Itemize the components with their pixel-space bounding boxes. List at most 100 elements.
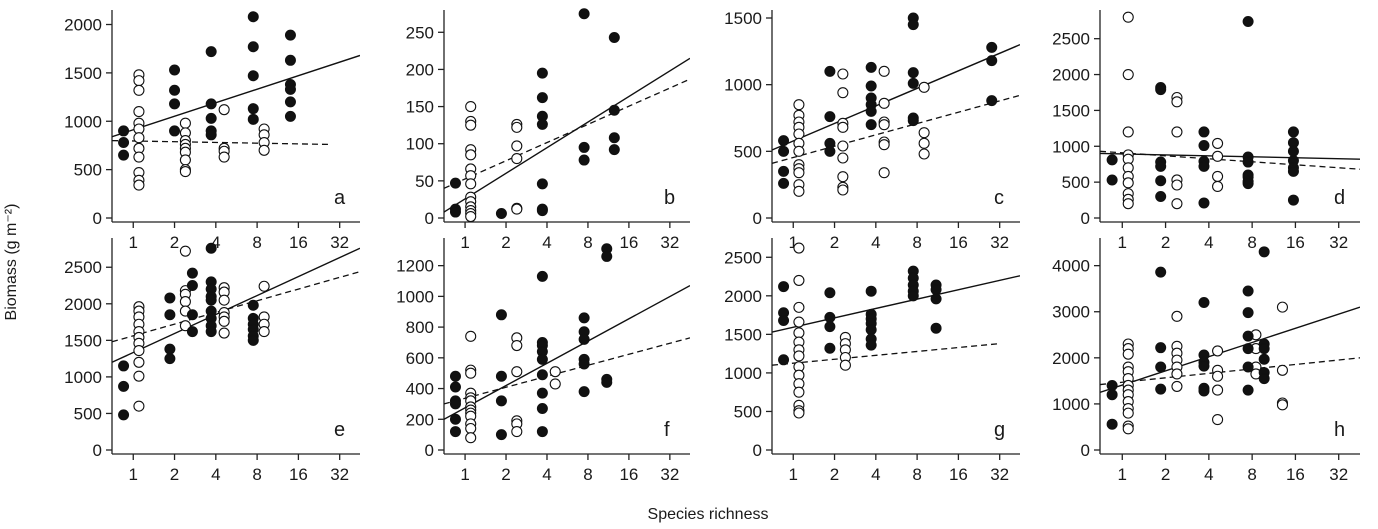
point-filled — [865, 105, 877, 117]
point-filled — [986, 55, 998, 67]
point-open — [511, 153, 523, 165]
point-filled — [1242, 384, 1254, 396]
point-open — [179, 154, 191, 166]
point-filled — [284, 83, 296, 95]
y-tick-label: 800 — [406, 318, 434, 337]
point-open — [133, 106, 145, 118]
point-filled — [778, 177, 790, 189]
panel-letter: e — [334, 419, 345, 441]
point-filled — [1198, 297, 1210, 309]
point-filled — [865, 285, 877, 297]
point-filled — [865, 324, 877, 336]
y-tick-label: 2000 — [64, 295, 102, 314]
x-tick-label: 32 — [660, 233, 679, 252]
y-tick-label: 0 — [753, 209, 762, 228]
point-filled — [536, 426, 548, 438]
point-filled — [824, 321, 836, 333]
point-filled — [118, 125, 130, 137]
x-tick-label: 4 — [542, 465, 551, 484]
point-filled — [449, 370, 461, 382]
point-filled — [824, 111, 836, 123]
point-open — [1122, 69, 1134, 81]
x-tick-label: 4 — [1204, 465, 1213, 484]
point-filled — [1106, 379, 1118, 391]
x-tick-label: 4 — [871, 233, 880, 252]
y-tick-label: 1500 — [64, 64, 102, 83]
point-open — [511, 339, 523, 352]
x-tick-label: 1 — [1118, 465, 1127, 484]
x-tick-label: 8 — [583, 233, 592, 252]
point-filled — [608, 31, 620, 43]
point-filled — [164, 292, 176, 304]
point-filled — [1155, 190, 1167, 202]
point-filled — [495, 395, 507, 407]
point-filled — [495, 429, 507, 441]
point-open — [918, 127, 930, 139]
point-open — [793, 145, 805, 157]
x-tick-label: 1 — [129, 233, 138, 252]
y-tick-label: 1000 — [64, 112, 102, 131]
point-filled — [986, 95, 998, 107]
point-filled — [118, 360, 130, 372]
point-filled — [247, 70, 259, 82]
y-tick-label: 1500 — [1052, 101, 1090, 120]
y-tick-label: 600 — [406, 349, 434, 368]
fit-line-dashed — [444, 337, 690, 405]
x-tick-label: 16 — [289, 465, 308, 484]
point-filled — [1106, 418, 1118, 430]
point-filled — [986, 41, 998, 53]
y-tick-label: 0 — [1081, 209, 1090, 228]
y-tick-label: 1000 — [396, 287, 434, 306]
point-open — [465, 432, 477, 444]
point-filled — [169, 98, 181, 110]
point-open — [218, 327, 230, 339]
x-tick-label: 2 — [830, 465, 839, 484]
point-filled — [449, 413, 461, 425]
point-filled — [536, 353, 548, 365]
point-filled — [247, 334, 259, 346]
point-filled — [169, 64, 181, 76]
point-filled — [205, 112, 217, 124]
fit-line-solid — [444, 285, 690, 420]
point-open — [179, 166, 191, 178]
x-tick-label: 1 — [460, 233, 469, 252]
x-axis-title: Species richness — [648, 506, 769, 523]
point-filled — [1258, 246, 1270, 258]
point-filled — [284, 110, 296, 122]
point-filled — [1258, 343, 1270, 355]
point-filled — [118, 137, 130, 149]
point-open — [549, 366, 561, 378]
x-tick-label: 8 — [912, 465, 921, 484]
panel-b: 0 50 100 150 200 250 1 2 4 8 16 32 b — [406, 8, 690, 252]
x-tick-label: 1 — [789, 233, 798, 252]
point-open — [793, 301, 805, 313]
point-open — [465, 330, 477, 342]
point-open — [837, 87, 849, 99]
point-open — [918, 81, 930, 93]
point-filled — [495, 208, 507, 220]
fit-line-solid — [1100, 306, 1360, 394]
point-filled — [1155, 342, 1167, 354]
panel-letter: a — [334, 187, 346, 209]
point-filled — [205, 46, 217, 58]
y-tick-label: 500 — [74, 161, 102, 180]
point-filled — [1198, 126, 1210, 138]
point-filled — [865, 80, 877, 92]
point-filled — [1287, 145, 1299, 157]
point-filled — [169, 84, 181, 96]
point-open — [218, 315, 230, 327]
fit-line-dashed — [112, 271, 360, 343]
point-open — [878, 65, 890, 77]
point-filled — [1198, 160, 1210, 172]
y-tick-label: 4000 — [1052, 257, 1090, 276]
point-filled — [186, 309, 198, 321]
point-filled — [1155, 266, 1167, 278]
panel-f: 0 200 400 600 800 1000 1200 1 2 4 8 16 32 f — [396, 238, 690, 484]
point-filled — [536, 92, 548, 104]
y-tick-label: 2500 — [64, 258, 102, 277]
point-open — [837, 184, 849, 196]
y-tick-label: 50 — [415, 172, 434, 191]
point-filled — [205, 98, 217, 110]
point-filled — [1155, 84, 1167, 96]
point-filled — [495, 370, 507, 382]
